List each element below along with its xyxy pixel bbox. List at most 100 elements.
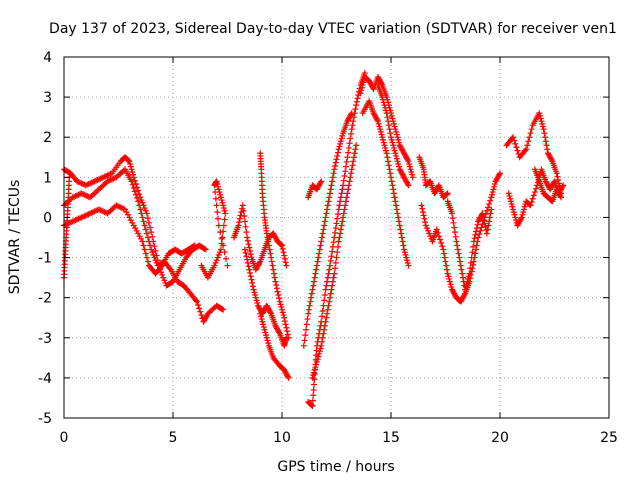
x-tick-label: 0 bbox=[60, 430, 69, 446]
data-point bbox=[388, 136, 395, 143]
data-point bbox=[462, 286, 469, 293]
data-point bbox=[266, 246, 273, 253]
data-point bbox=[333, 254, 340, 261]
data-point bbox=[158, 263, 165, 270]
data-point bbox=[250, 286, 257, 293]
data-point bbox=[404, 259, 411, 266]
data-point bbox=[426, 230, 433, 237]
data-point bbox=[132, 181, 139, 188]
data-point bbox=[140, 242, 147, 249]
data-point bbox=[554, 173, 561, 180]
data-point bbox=[139, 199, 146, 206]
data-point bbox=[458, 266, 465, 273]
data-point bbox=[508, 201, 515, 208]
data-point bbox=[333, 220, 340, 227]
data-point bbox=[335, 238, 342, 245]
data-point bbox=[381, 142, 388, 149]
data-point bbox=[481, 217, 488, 224]
data-point bbox=[479, 210, 486, 217]
data-point bbox=[476, 231, 483, 238]
data-point bbox=[406, 163, 413, 170]
data-point bbox=[468, 254, 475, 261]
data-point bbox=[394, 134, 401, 141]
plot-frame bbox=[63, 56, 610, 419]
y-tick-label: 0 bbox=[43, 210, 52, 226]
data-point bbox=[254, 300, 261, 307]
data-point bbox=[322, 214, 329, 221]
data-point bbox=[267, 309, 274, 316]
series-track-n bbox=[357, 74, 416, 181]
data-point bbox=[276, 298, 283, 305]
data-point bbox=[337, 194, 344, 201]
data-point bbox=[139, 214, 146, 221]
data-point bbox=[342, 163, 349, 170]
data-point bbox=[406, 160, 413, 167]
data-point bbox=[530, 192, 537, 199]
data-point bbox=[402, 251, 409, 258]
data-point bbox=[276, 329, 283, 336]
data-point bbox=[449, 210, 456, 217]
data-point bbox=[281, 314, 288, 321]
data-point bbox=[264, 234, 271, 241]
data-point bbox=[395, 139, 402, 146]
data-point bbox=[513, 144, 520, 151]
data-point bbox=[310, 381, 317, 388]
data-point bbox=[281, 252, 288, 259]
data-point bbox=[220, 205, 227, 212]
data-point bbox=[312, 270, 319, 277]
data-point bbox=[283, 324, 290, 331]
data-point bbox=[331, 166, 338, 173]
x-tick-label: 5 bbox=[169, 430, 178, 446]
data-point bbox=[352, 146, 359, 153]
data-point bbox=[444, 270, 451, 277]
y-axis-label: SDTVAR / TECUs bbox=[7, 180, 23, 295]
data-point bbox=[329, 178, 336, 185]
data-point bbox=[321, 291, 328, 298]
data-point bbox=[280, 312, 287, 319]
data-point bbox=[390, 120, 397, 127]
data-point bbox=[336, 202, 343, 209]
data-point bbox=[542, 134, 549, 141]
data-point bbox=[312, 364, 319, 371]
data-point bbox=[509, 203, 516, 210]
data-point bbox=[512, 140, 519, 147]
data-point bbox=[386, 126, 393, 133]
data-point bbox=[392, 126, 399, 133]
data-point bbox=[462, 283, 469, 290]
data-point bbox=[341, 206, 348, 213]
data-point bbox=[511, 137, 518, 144]
data-point bbox=[310, 369, 317, 376]
data-point bbox=[398, 234, 405, 241]
series-track-k bbox=[309, 142, 360, 381]
data-point bbox=[127, 163, 134, 170]
data-point bbox=[433, 226, 440, 233]
data-point bbox=[328, 286, 335, 293]
data-point bbox=[387, 170, 394, 177]
data-point bbox=[271, 270, 278, 277]
data-point bbox=[219, 234, 226, 241]
data-point bbox=[422, 219, 429, 226]
data-point bbox=[321, 222, 328, 229]
data-point bbox=[282, 259, 289, 266]
x-tick-label: 20 bbox=[491, 430, 509, 446]
data-point bbox=[217, 229, 224, 236]
data-point bbox=[420, 212, 427, 219]
data-point bbox=[442, 258, 449, 265]
data-point bbox=[320, 302, 327, 309]
data-point bbox=[152, 247, 159, 254]
data-point bbox=[320, 226, 327, 233]
data-point bbox=[270, 266, 277, 273]
data-point bbox=[404, 156, 411, 163]
data-point bbox=[360, 79, 367, 86]
data-point bbox=[346, 140, 353, 147]
data-point bbox=[314, 258, 321, 265]
data-point bbox=[438, 239, 445, 246]
data-point bbox=[514, 147, 521, 154]
data-point bbox=[316, 348, 323, 355]
data-point bbox=[450, 219, 457, 226]
data-point bbox=[151, 254, 158, 261]
data-point bbox=[459, 270, 466, 277]
data-point bbox=[324, 206, 331, 213]
data-point bbox=[391, 147, 398, 154]
data-point bbox=[463, 281, 470, 288]
